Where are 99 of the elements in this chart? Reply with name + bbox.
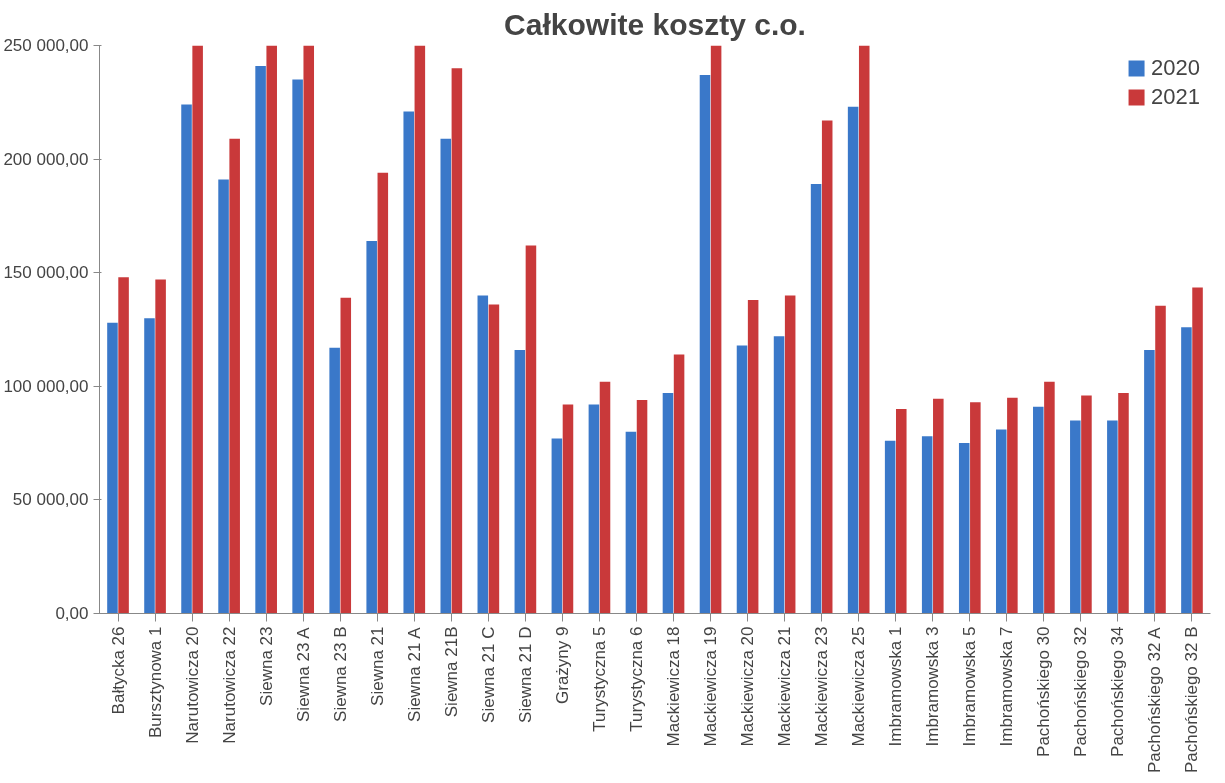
bar — [1044, 381, 1055, 614]
bar — [192, 45, 203, 614]
bar — [1144, 349, 1155, 614]
bar — [736, 345, 748, 614]
x-tick-label: Pachońskiego 30 — [1034, 626, 1054, 757]
bar — [1081, 395, 1092, 614]
bar — [810, 184, 822, 614]
bar — [107, 322, 118, 614]
x-tick-label: Turystyczna 6 — [626, 626, 646, 732]
bar — [377, 172, 389, 614]
y-tick-label: 150 000,00 — [3, 263, 89, 283]
bar — [1107, 420, 1118, 614]
x-tick-label: Imbramowska 7 — [997, 626, 1017, 747]
bar — [181, 104, 192, 614]
bar — [118, 277, 129, 614]
x-tick-label: Turystyczna 5 — [589, 626, 609, 732]
bar — [488, 304, 500, 614]
bar — [588, 404, 600, 614]
bar — [1033, 406, 1044, 614]
y-tick-label: 250 000,00 — [3, 36, 89, 55]
bar — [218, 179, 229, 614]
bar — [451, 68, 463, 614]
bar — [1192, 287, 1203, 614]
legend-label: 2020 — [1151, 55, 1200, 81]
bar — [403, 111, 415, 614]
x-tick-label: Mackiewicza 20 — [738, 626, 758, 747]
bar — [329, 347, 340, 614]
x-tick-label: Siewna 21 — [367, 626, 387, 706]
bar — [1181, 327, 1192, 614]
x-tick-label: Bursztynowa 1 — [145, 626, 165, 738]
bar — [773, 336, 785, 614]
bar — [958, 443, 970, 614]
x-tick-label: Mackiewicza 25 — [849, 626, 869, 747]
y-tick-label: 200 000,00 — [3, 149, 89, 169]
bar — [1118, 393, 1129, 614]
bar — [747, 299, 759, 614]
bar — [1155, 305, 1166, 614]
bar — [525, 245, 537, 614]
x-tick-label: Mackiewicza 23 — [812, 626, 832, 747]
bar — [255, 65, 266, 614]
bar — [477, 295, 489, 614]
x-tick-label: Siewna 21 D — [515, 626, 535, 723]
y-tick-label: 0,00 — [55, 604, 89, 623]
x-tick-label: Siewna 23 A — [293, 626, 313, 722]
x-tick-label: Narutowicza 20 — [182, 626, 202, 744]
bar — [229, 138, 240, 614]
x-tick-label: Siewna 21 A — [404, 626, 424, 722]
x-tick-label: Mackiewicza 19 — [701, 626, 721, 747]
bar — [514, 349, 526, 614]
bar — [921, 436, 933, 614]
bar — [662, 393, 674, 614]
x-tick-label: Mackiewicza 21 — [775, 626, 795, 747]
bar — [625, 431, 637, 614]
bar — [933, 398, 944, 614]
bar — [551, 438, 563, 614]
x-tick-label: Siewna 23 — [256, 626, 276, 706]
bar — [673, 354, 685, 614]
bar — [292, 79, 303, 614]
bar — [847, 106, 859, 614]
x-tick-label: Pachońskiego 32 — [1071, 626, 1091, 757]
y-tick-label: 50 000,00 — [12, 490, 89, 510]
chart-title: Całkowite koszty c.o. — [504, 7, 806, 41]
bar — [303, 45, 315, 614]
x-tick-label: Mackiewicza 18 — [664, 626, 684, 747]
y-tick-label: 100 000,00 — [3, 376, 89, 396]
x-tick-label: Imbramowska 1 — [886, 626, 906, 747]
x-tick-label: Grażyny 9 — [552, 626, 572, 704]
x-tick-label: Bałtycka 26 — [108, 626, 128, 715]
bar — [340, 297, 352, 614]
x-tick-label: Pachońskiego 32 B — [1182, 626, 1202, 773]
bar — [266, 45, 277, 614]
x-tick-label: Siewna 23 B — [330, 626, 350, 722]
bar — [155, 279, 166, 614]
bar — [995, 429, 1007, 614]
bar — [1007, 397, 1018, 614]
x-tick-label: Pachońskiego 32 A — [1145, 626, 1165, 773]
x-tick-label: Imbramowska 3 — [923, 626, 943, 747]
bar — [414, 45, 426, 614]
x-tick-label: Narutowicza 22 — [219, 626, 239, 744]
bar — [970, 402, 981, 614]
bar — [699, 75, 711, 614]
bar — [858, 45, 870, 614]
x-tick-label: Pachońskiego 34 — [1108, 626, 1128, 757]
bar — [710, 45, 722, 614]
bar — [895, 409, 907, 614]
bar — [440, 138, 452, 614]
bar — [784, 295, 796, 614]
bar — [821, 120, 833, 614]
bar — [884, 440, 896, 614]
x-tick-label: Siewna 21B — [441, 626, 461, 718]
x-tick-label: Siewna 21 C — [478, 626, 498, 723]
bar — [562, 404, 574, 614]
bar — [366, 240, 377, 614]
bar — [1070, 420, 1081, 614]
x-tick-label: Imbramowska 5 — [960, 626, 980, 747]
bar — [599, 381, 611, 614]
legend-label: 2021 — [1151, 84, 1200, 110]
bar — [144, 318, 155, 614]
bar — [636, 399, 648, 614]
